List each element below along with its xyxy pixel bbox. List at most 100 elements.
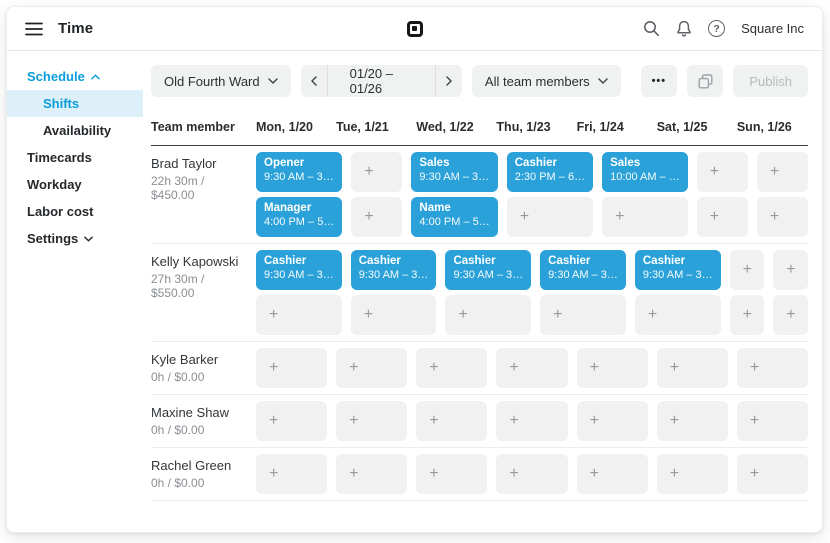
help-icon[interactable]: ? — [708, 20, 726, 37]
shift-card[interactable]: Sales 9:30 AM – 3… — [411, 152, 498, 192]
search-icon[interactable] — [643, 20, 660, 37]
add-shift-button[interactable]: + — [602, 197, 688, 237]
column-header-day: Tue, 1/21 — [336, 120, 389, 134]
day-cell: + + — [773, 250, 808, 335]
shift-card[interactable]: Cashier 9:30 AM – 3… — [445, 250, 532, 290]
add-shift-button[interactable]: + — [350, 295, 437, 335]
add-shift-button[interactable]: + — [496, 348, 568, 388]
location-dropdown[interactable]: Old Fourth Ward — [151, 65, 291, 97]
add-shift-button[interactable]: + — [256, 295, 342, 335]
day-cell: + + — [351, 152, 403, 237]
add-shift-button[interactable]: + — [540, 295, 626, 335]
copy-week-button[interactable] — [687, 65, 724, 97]
app-window: Time ? Square Inc Schedule Shi — [6, 6, 823, 533]
shift-card[interactable]: Cashier 9:30 AM – 3… — [634, 250, 721, 290]
add-shift-button[interactable]: + — [496, 401, 568, 441]
add-shift-button[interactable]: + — [445, 295, 532, 335]
shift-time-label: 9:30 AM – 3… — [264, 269, 334, 281]
add-shift-button[interactable]: + — [756, 197, 808, 237]
team-filter-dropdown[interactable]: All team members — [471, 65, 621, 97]
shift-role-label: Cashier — [358, 255, 401, 267]
add-shift-button[interactable]: + — [773, 250, 808, 290]
shift-role-label: Cashier — [548, 255, 591, 267]
chevron-up-icon — [90, 73, 100, 80]
add-shift-button[interactable]: + — [576, 454, 648, 494]
hamburger-menu-icon[interactable] — [25, 22, 43, 36]
shift-card[interactable]: Name 4:00 PM – 5… — [411, 197, 498, 237]
add-shift-button[interactable]: + — [656, 454, 728, 494]
sidebar-item-schedule[interactable]: Schedule — [7, 63, 143, 90]
shift-role-label: Sales — [610, 157, 641, 169]
shift-card[interactable]: Cashier 9:30 AM – 3… — [256, 250, 342, 290]
plus-icon: + — [509, 359, 519, 376]
add-shift-button[interactable]: + — [496, 454, 568, 494]
day-cell: + + — [696, 152, 748, 237]
plus-icon: + — [519, 208, 530, 225]
add-shift-button[interactable]: + — [256, 348, 328, 388]
next-week-button[interactable] — [434, 65, 462, 97]
add-shift-button[interactable]: + — [336, 401, 408, 441]
shift-time-label: 10:00 AM – … — [610, 171, 680, 183]
add-shift-button[interactable]: + — [773, 295, 808, 335]
day-cell: + — [336, 454, 408, 494]
add-shift-button[interactable]: + — [656, 348, 728, 388]
schedule-row: Maxine Shaw 0h / $0.00 + + + + + + + — [151, 395, 808, 448]
shift-time-label: 9:30 AM – 3… — [264, 171, 334, 183]
add-shift-button[interactable]: + — [736, 401, 808, 441]
team-member-name: Maxine Shaw — [151, 405, 230, 420]
sidebar-item-availability[interactable]: Availability — [7, 117, 143, 144]
plus-icon: + — [615, 208, 625, 225]
add-shift-button[interactable]: + — [729, 295, 765, 335]
add-shift-button[interactable]: + — [416, 348, 488, 388]
add-shift-button[interactable]: + — [336, 348, 408, 388]
add-shift-button[interactable]: + — [634, 295, 721, 335]
plus-icon: + — [429, 412, 439, 429]
add-shift-button[interactable]: + — [256, 401, 328, 441]
shift-card[interactable]: Cashier 9:30 AM – 3… — [540, 250, 626, 290]
notifications-bell-icon[interactable] — [676, 20, 692, 37]
add-shift-button[interactable]: + — [736, 454, 808, 494]
add-shift-button[interactable]: + — [756, 152, 808, 192]
day-cell: + — [256, 348, 328, 388]
shift-role-label: Cashier — [514, 157, 557, 169]
sidebar-item-workday[interactable]: Workday — [7, 171, 143, 198]
shift-card[interactable]: Cashier 2:30 PM – 6… — [506, 152, 594, 192]
more-options-button[interactable]: ••• — [640, 65, 678, 97]
previous-week-button[interactable] — [301, 65, 328, 97]
plus-icon: + — [269, 412, 279, 429]
day-cell: + — [656, 454, 728, 494]
sidebar-item-labor-cost[interactable]: Labor cost — [7, 198, 143, 225]
shift-card[interactable]: Manager 4:00 PM – 5… — [256, 197, 343, 237]
add-shift-button[interactable]: + — [336, 454, 408, 494]
add-shift-button[interactable]: + — [256, 454, 328, 494]
add-shift-button[interactable]: + — [576, 348, 648, 388]
shift-card[interactable]: Sales 10:00 AM – … — [602, 152, 688, 192]
sidebar-item-settings[interactable]: Settings — [7, 225, 143, 252]
day-cell: + — [736, 348, 808, 388]
add-shift-button[interactable]: + — [351, 197, 403, 237]
column-header-day: Mon, 1/20 — [256, 120, 313, 134]
add-shift-button[interactable]: + — [576, 401, 648, 441]
square-logo — [406, 20, 423, 37]
add-shift-button[interactable]: + — [506, 197, 594, 237]
add-shift-button[interactable]: + — [729, 250, 765, 290]
day-cell: + — [336, 348, 408, 388]
add-shift-button[interactable]: + — [416, 401, 488, 441]
shift-card[interactable]: Cashier 9:30 AM – 3… — [350, 250, 437, 290]
add-shift-button[interactable]: + — [656, 401, 728, 441]
sidebar-item-shifts[interactable]: Shifts — [7, 90, 143, 117]
shift-card[interactable]: Opener 9:30 AM – 3… — [256, 152, 343, 192]
add-shift-button[interactable]: + — [696, 197, 748, 237]
plus-icon: + — [429, 465, 439, 482]
add-shift-button[interactable]: + — [736, 348, 808, 388]
team-member-cell: Maxine Shaw 0h / $0.00 — [151, 401, 247, 437]
column-header-day: Sat, 1/25 — [656, 120, 708, 134]
add-shift-button[interactable]: + — [416, 454, 488, 494]
shift-role-label: Manager — [264, 202, 312, 214]
publish-button[interactable]: Publish — [733, 65, 808, 97]
shift-role-label: Sales — [419, 157, 450, 169]
add-shift-button[interactable]: + — [696, 152, 748, 192]
team-member-cell: Rachel Green 0h / $0.00 — [151, 454, 247, 490]
add-shift-button[interactable]: + — [351, 152, 403, 192]
sidebar-item-timecards[interactable]: Timecards — [7, 144, 143, 171]
